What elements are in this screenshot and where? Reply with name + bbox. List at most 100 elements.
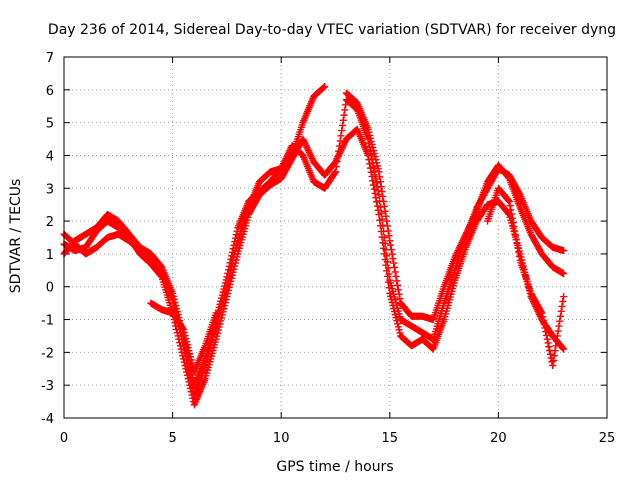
data-point-interp <box>378 215 386 223</box>
data-point-interp <box>376 173 384 181</box>
data-point <box>179 355 187 363</box>
data-point-interp <box>220 305 228 313</box>
data-point-interp <box>556 312 564 320</box>
data-point-interp <box>555 322 563 330</box>
data-point-interp <box>219 308 227 316</box>
x-tick-label: 10 <box>273 431 290 446</box>
data-point <box>375 191 383 199</box>
y-tick-label: 7 <box>46 51 54 66</box>
data-point-interp <box>341 106 349 114</box>
plot-frame <box>63 56 608 419</box>
data-point-interp <box>216 300 224 308</box>
data-point-interp <box>228 248 236 256</box>
data-point-interp <box>392 272 400 280</box>
data-point-interp <box>508 210 516 218</box>
data-point-interp <box>384 227 392 235</box>
data-point-interp <box>390 259 398 267</box>
y-tick-label: 4 <box>46 149 54 164</box>
data-point-interp <box>334 152 342 160</box>
data-point <box>549 361 557 369</box>
x-axis-label: GPS time / hours <box>276 459 393 475</box>
data-point-interp <box>337 132 345 140</box>
data-point-interp <box>549 357 557 365</box>
data-point-interp <box>389 255 397 263</box>
data-point-interp <box>551 347 559 355</box>
data-point-interp <box>185 347 193 355</box>
data-point-interp <box>183 341 191 349</box>
data-point-interp <box>539 313 547 321</box>
data-point-interp <box>378 188 386 196</box>
data-point-interp <box>384 264 392 272</box>
data-point-interp <box>228 274 236 282</box>
data-point <box>538 309 546 317</box>
data-point-interp <box>186 353 194 361</box>
data-point-interp <box>374 187 382 195</box>
data-point-interp <box>229 268 237 276</box>
data-point-interp <box>390 264 398 272</box>
data-point-interp <box>383 252 391 260</box>
data-point-interp <box>541 324 549 332</box>
data-point-interp <box>553 332 561 340</box>
data-point-interp <box>380 202 388 210</box>
data-point-interp <box>395 290 403 298</box>
data-point-interp <box>225 262 233 270</box>
data-point-interp <box>224 290 232 298</box>
data-point-interp <box>226 259 234 267</box>
data-point-interp <box>366 160 374 168</box>
series-track-1 <box>60 83 329 399</box>
data-point-interp <box>338 127 346 135</box>
data-point-interp <box>513 240 521 248</box>
data-point-interp <box>558 302 566 310</box>
data-point-interp <box>170 295 178 303</box>
data-point-interp <box>515 248 523 256</box>
data-point-interp <box>379 192 387 200</box>
data-point-interp <box>372 175 380 183</box>
data-point-interp <box>373 162 381 170</box>
data-point-interp <box>373 198 381 206</box>
data-point <box>560 247 568 255</box>
data-point-interp <box>218 311 226 319</box>
data-point-interp <box>504 173 512 181</box>
data-point-interp <box>183 338 191 346</box>
data-point-interp <box>554 327 562 335</box>
data-point-interp <box>542 328 550 336</box>
data-point-interp <box>335 147 343 155</box>
data-point-interp <box>186 350 194 358</box>
series-track-3 <box>60 96 568 389</box>
y-tick-label: -1 <box>41 314 54 329</box>
data-point-interp <box>371 171 379 179</box>
data-point-interp <box>515 252 523 260</box>
data-point-interp <box>226 280 234 288</box>
x-tick-label: 5 <box>168 431 176 446</box>
x-tick-label: 25 <box>599 431 616 446</box>
data-point-interp <box>376 203 384 211</box>
y-tick-label: 6 <box>46 84 54 99</box>
data-point-interp <box>338 121 346 129</box>
data-point-interp <box>367 168 375 176</box>
data-point-interp <box>373 202 381 210</box>
data-point-interp <box>339 116 347 124</box>
x-tick-label: 15 <box>382 431 399 446</box>
data-point-interp <box>176 342 184 350</box>
y-tick-label: -2 <box>41 346 54 361</box>
data-point <box>332 168 339 176</box>
data-point-interp <box>544 339 552 347</box>
data-point-interp <box>372 156 380 164</box>
data-point-interp <box>340 111 348 119</box>
data-point-interp <box>377 209 385 217</box>
data-point-interp <box>371 153 379 161</box>
data-point-interp <box>366 164 374 172</box>
data-point-interp <box>504 196 512 204</box>
data-point-interp <box>217 297 225 305</box>
data-point-interp <box>508 214 516 222</box>
data-point-interp <box>222 296 230 304</box>
data-point-interp <box>383 258 391 266</box>
data-point-interp <box>230 241 238 249</box>
data-point-interp <box>342 101 350 109</box>
data-points <box>60 83 568 409</box>
y-tick-label: -4 <box>41 412 54 427</box>
data-point-interp <box>373 179 381 187</box>
data-point-interp <box>336 137 344 145</box>
data-point-interp <box>559 344 567 352</box>
